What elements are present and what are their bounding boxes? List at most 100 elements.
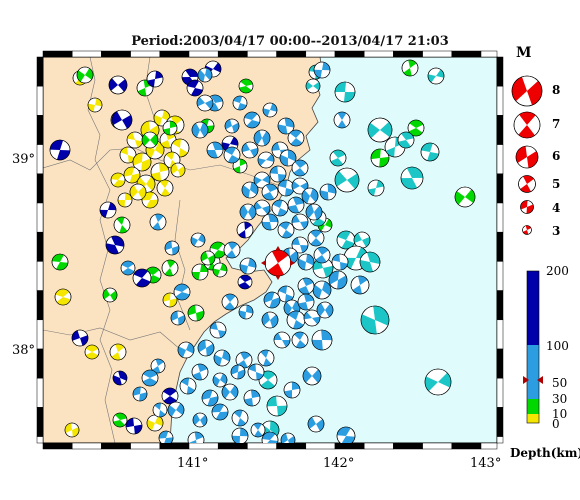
earthquake-mechanism	[119, 146, 137, 164]
lat-label-39: 39°	[12, 152, 36, 167]
main-event-arrow	[275, 275, 281, 280]
earthquake-mechanism	[367, 179, 385, 197]
depth-tick-10: 10	[552, 407, 568, 421]
frame-tick-top	[422, 50, 453, 58]
earthquake-mechanism	[263, 291, 281, 309]
earthquake-mechanism	[303, 309, 321, 327]
earthquake-mechanism	[307, 229, 325, 247]
mag-label-3: 3	[552, 224, 561, 238]
earthquake-mechanism	[71, 329, 89, 347]
mag-label-8: 8	[552, 83, 561, 97]
earthquake-mechanism	[170, 162, 186, 178]
frame-tick-bottom	[188, 442, 219, 450]
earthquake-mechanism	[230, 364, 246, 380]
frame-tick-bottom	[363, 442, 394, 450]
frame-tick-right	[496, 436, 504, 444]
frame-tick-top	[217, 50, 248, 58]
earthquake-mechanism	[126, 131, 144, 149]
frame-tick-left	[36, 202, 44, 233]
frame-tick-bottom	[217, 442, 248, 450]
earthquake-mechanism	[221, 293, 239, 311]
earthquake-mechanism	[277, 285, 295, 303]
earthquake-mechanism	[161, 387, 179, 405]
depth-tick-30: 30	[552, 392, 568, 406]
earthquake-mechanism	[153, 109, 171, 127]
frame-tick-bottom	[42, 442, 73, 450]
frame-tick-left	[36, 85, 44, 116]
earthquake-mechanism	[76, 66, 94, 84]
main-event	[261, 246, 295, 280]
earthquake-mechanism	[120, 260, 136, 276]
earthquake-mechanism	[223, 241, 241, 259]
earthquake-mechanism	[117, 192, 133, 208]
frame-tick-left	[36, 407, 44, 437]
earthquake-mechanism	[302, 366, 322, 386]
frame-tick-top	[71, 50, 102, 58]
earthquake-mechanism	[261, 311, 279, 329]
earthquake-mechanism	[162, 292, 178, 308]
earthquake-mechanism	[280, 432, 296, 443]
earthquake-mechanism	[291, 159, 309, 177]
main-event-arrow	[275, 246, 281, 251]
earthquake-mechanism	[359, 251, 381, 273]
frame-tick-bottom	[247, 442, 277, 450]
main-event-arrow	[290, 260, 295, 266]
earthquake-mechanism	[261, 183, 279, 201]
earthquake-mechanism	[257, 151, 275, 169]
earthquake-mechanism	[236, 221, 254, 239]
earthquake-mechanism	[407, 119, 425, 137]
earthquake-mechanism	[54, 288, 72, 306]
earthquake-mechanism	[223, 146, 241, 164]
magnitude-legend-ball	[513, 111, 541, 139]
earthquake-mechanism	[279, 149, 297, 167]
earthquake-mechanism	[162, 120, 178, 136]
earthquake-mechanism	[197, 67, 213, 83]
earthquake-mechanism	[291, 331, 309, 349]
earthquake-mechanism	[187, 431, 205, 443]
earthquake-mechanism	[232, 158, 248, 174]
map-frame	[36, 50, 504, 450]
earthquake-mechanism	[231, 427, 249, 443]
earthquake-mechanism	[99, 201, 117, 219]
frame-tick-right	[496, 173, 504, 204]
earthquake-mechanism	[132, 152, 152, 172]
earthquake-mechanism	[112, 412, 128, 428]
earthquake-mechanism	[156, 179, 174, 197]
earthquake-mechanism	[370, 148, 390, 168]
earthquake-mechanism	[312, 257, 334, 279]
earthquake-mechanism	[152, 402, 168, 418]
earthquake-mechanism	[261, 431, 279, 443]
frame-tick-bottom	[276, 442, 307, 450]
frame-tick-left	[36, 56, 44, 87]
frame-tick-top	[247, 50, 277, 58]
earthquake-mechanism	[331, 253, 349, 271]
earthquake-mechanism	[192, 412, 208, 428]
frame-tick-top	[159, 50, 190, 58]
earthquake-mechanism	[206, 141, 224, 159]
frame-tick-top	[480, 50, 498, 58]
earthquake-mechanism	[253, 129, 271, 147]
lon-label-142: 142°	[323, 456, 355, 471]
earthquake-mechanism	[291, 213, 309, 231]
frame-tick-bottom	[393, 442, 423, 450]
earthquake-mechanism	[200, 250, 216, 266]
earthquake-mechanism	[287, 196, 305, 214]
earthquake-mechanism	[312, 280, 332, 300]
earthquake-mechanism	[243, 111, 261, 129]
earthquake-mechanism	[112, 370, 128, 386]
earthquake-mechanism	[141, 131, 159, 149]
earthquake-mechanism	[105, 235, 125, 255]
earthquake-mechanism	[110, 172, 126, 188]
earthquake-mechanism	[238, 304, 254, 320]
earthquake-mechanism	[271, 199, 289, 217]
depth-bar-outline	[526, 270, 540, 424]
earthquake-mechanism	[253, 171, 271, 189]
earthquake-mechanism	[257, 349, 275, 367]
earthquake-mechanism	[221, 383, 239, 401]
frame-tick-right	[496, 85, 504, 116]
earthquake-mechanism	[224, 118, 240, 134]
earthquake-mechanism	[64, 422, 80, 438]
frame-tick-left	[36, 173, 44, 204]
frame-tick-top	[305, 50, 336, 58]
